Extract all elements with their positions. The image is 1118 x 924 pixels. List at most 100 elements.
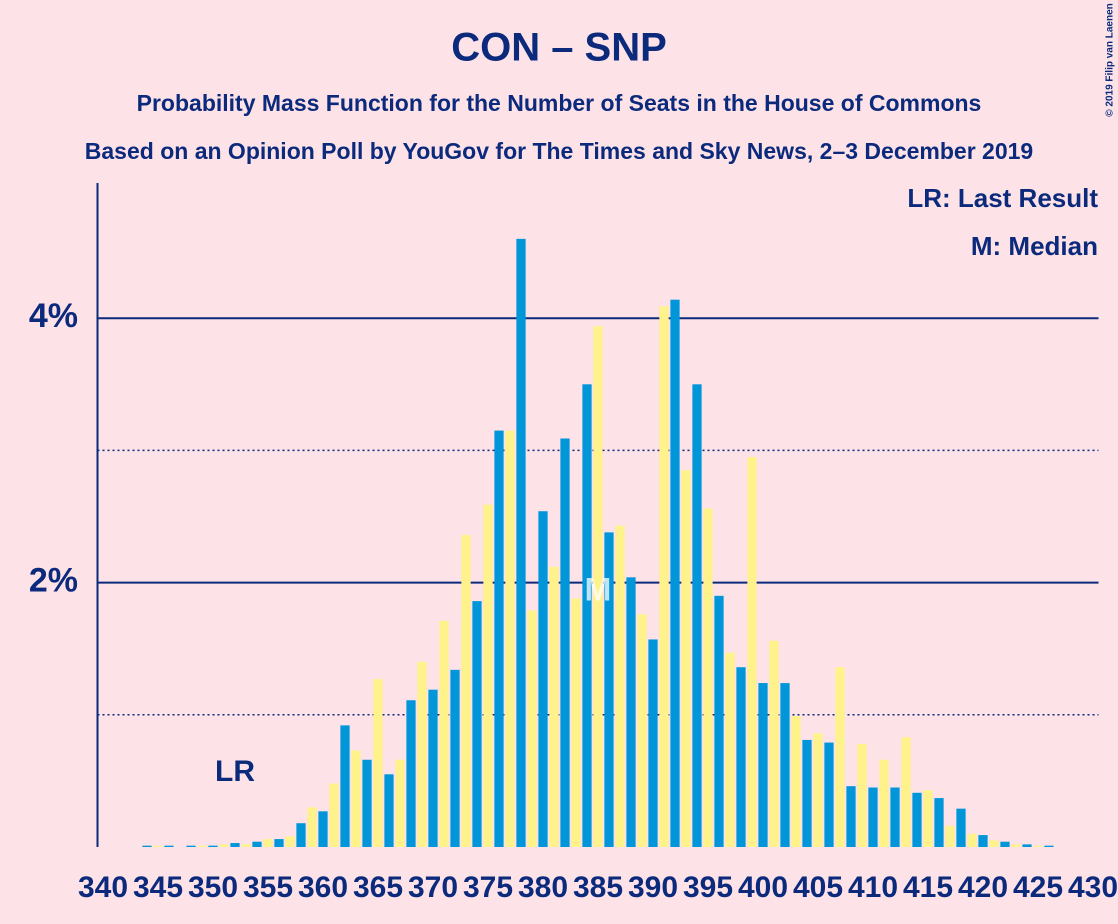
- bar: [450, 669, 460, 847]
- bar: [615, 525, 625, 847]
- x-tick-label: 400: [738, 871, 788, 904]
- x-tick-label: 390: [628, 871, 678, 904]
- bar: [142, 845, 152, 847]
- bar: [417, 661, 427, 847]
- x-tick-label: 345: [133, 871, 183, 904]
- x-tick-label: 430: [1068, 871, 1118, 904]
- x-tick-label: 365: [353, 871, 403, 904]
- bar: [780, 683, 790, 847]
- bar: [659, 306, 669, 847]
- x-tick-label: 375: [463, 871, 513, 904]
- bar: [703, 508, 713, 847]
- bar: [967, 833, 977, 847]
- bar: [406, 700, 416, 847]
- bar: [626, 577, 636, 847]
- bar: [472, 601, 482, 847]
- bar: [824, 742, 834, 847]
- bar: [593, 326, 603, 848]
- bar: [296, 823, 306, 847]
- legend-entry: LR: Last Result: [907, 183, 1098, 213]
- bar: [857, 743, 867, 847]
- x-tick-label: 350: [188, 871, 238, 904]
- chart-subtitle: Probability Mass Function for the Number…: [137, 90, 982, 116]
- bar: [791, 716, 801, 847]
- x-tick-label: 355: [243, 871, 293, 904]
- bar: [714, 595, 724, 847]
- bar: [307, 807, 317, 847]
- bar: [285, 836, 295, 847]
- bar: [681, 470, 691, 847]
- bar: [747, 457, 757, 847]
- annotation: M: [585, 571, 612, 607]
- x-tick-label: 395: [683, 871, 733, 904]
- bar: [582, 384, 592, 847]
- bar: [978, 835, 988, 847]
- bar: [1044, 845, 1054, 847]
- bar: [505, 430, 515, 847]
- bar: [692, 384, 702, 847]
- bar: [923, 790, 933, 847]
- bar: [813, 733, 823, 847]
- x-tick-label: 420: [958, 871, 1008, 904]
- bar: [197, 845, 207, 847]
- bar: [912, 792, 922, 847]
- bar: [208, 845, 218, 847]
- bar: [263, 839, 273, 847]
- x-tick-label: 340: [78, 871, 128, 904]
- bar: [560, 438, 570, 847]
- bar: [956, 808, 966, 847]
- bar: [604, 532, 614, 847]
- bar: [758, 683, 768, 847]
- y-tick-label: 2%: [29, 562, 78, 600]
- bar: [439, 620, 449, 847]
- bar: [769, 640, 779, 847]
- bar: [516, 238, 526, 847]
- bar: [252, 841, 262, 847]
- x-tick-label: 405: [793, 871, 843, 904]
- bar: [153, 845, 163, 847]
- bar: [736, 667, 746, 847]
- bar: [274, 839, 284, 847]
- x-tick-label: 425: [1013, 871, 1063, 904]
- bar: [835, 667, 845, 847]
- bar: [637, 614, 647, 847]
- bar: [395, 759, 405, 847]
- bar: [241, 844, 251, 847]
- bar: [318, 811, 328, 847]
- bar: [670, 299, 680, 847]
- bar: [901, 737, 911, 847]
- bar: [219, 844, 229, 847]
- bar: [483, 504, 493, 847]
- bar: [428, 689, 438, 847]
- bar: [340, 725, 350, 847]
- bar: [1022, 844, 1032, 847]
- legend-entry: M: Median: [971, 231, 1098, 261]
- bar: [373, 679, 383, 847]
- bar: [934, 798, 944, 847]
- chart-subtitle: Based on an Opinion Poll by YouGov for T…: [85, 138, 1033, 164]
- bar: [230, 843, 240, 847]
- bar: [725, 652, 735, 847]
- bar: [648, 639, 658, 847]
- bar: [1011, 844, 1021, 847]
- bar: [186, 845, 196, 847]
- bar: [538, 511, 548, 847]
- x-tick-label: 380: [518, 871, 568, 904]
- bar: [164, 845, 174, 847]
- bar: [890, 787, 900, 847]
- annotation: LR: [215, 755, 255, 788]
- x-tick-label: 370: [408, 871, 458, 904]
- bar: [989, 840, 999, 847]
- x-tick-label: 360: [298, 871, 348, 904]
- bar: [868, 787, 878, 847]
- bar: [384, 774, 394, 847]
- copyright: © 2019 Filip van Laenen: [1105, 3, 1116, 117]
- bar: [527, 610, 537, 847]
- bar: [494, 430, 504, 847]
- bar: [329, 783, 339, 847]
- bar: [362, 759, 372, 847]
- chart-title: CON – SNP: [451, 26, 667, 70]
- bar: [945, 825, 955, 847]
- bar: [351, 750, 361, 847]
